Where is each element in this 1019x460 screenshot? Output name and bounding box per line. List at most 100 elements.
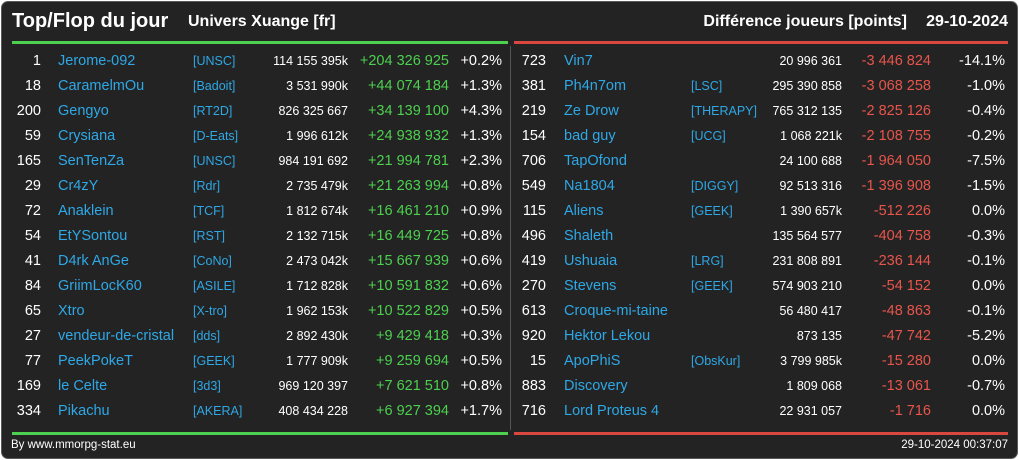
loser-row: 883 Discovery 1 809 068 -13 061 -0.7% xyxy=(514,374,1008,399)
player-name-link[interactable]: D4rk AnGe xyxy=(58,253,129,269)
guild-tag-link[interactable]: [RT2D] xyxy=(193,104,233,118)
player-name-link[interactable]: Cr4zY xyxy=(58,178,99,194)
player-name-link[interactable]: Stevens xyxy=(564,278,617,294)
guild-tag-link[interactable]: [GEEK] xyxy=(691,279,733,293)
gainer-row: 29 Cr4zY [Rdr] 2 735 479k +21 263 994 +0.8% xyxy=(12,174,508,199)
player-points: 1 390 657k xyxy=(780,204,842,218)
server-name: Univers Xuange [fr] xyxy=(188,13,336,30)
guild-tag-link[interactable]: [ObsKur] xyxy=(691,354,741,368)
player-name-link[interactable]: Xtro xyxy=(58,303,85,319)
points-difference: +10 522 829 xyxy=(367,303,449,319)
player-name-link[interactable]: Shaleth xyxy=(564,228,614,244)
rank: 115 xyxy=(522,203,546,219)
player-name-link[interactable]: Ushuaia xyxy=(564,253,618,269)
rank: 77 xyxy=(24,353,41,369)
percent-change: +1.3% xyxy=(460,128,502,144)
gainer-row: 334 Pikachu [AKERA] 408 434 228 +6 927 394 +1… xyxy=(12,399,508,424)
player-name-link[interactable]: Ph4n7om xyxy=(564,78,627,94)
source-credit: By www.mmorpg-stat.eu xyxy=(11,439,136,451)
player-name-link[interactable]: Jerome-092 xyxy=(58,53,136,69)
percent-change: -7.5% xyxy=(967,153,1005,169)
guild-tag-link[interactable]: [X-tro] xyxy=(193,304,228,318)
gainer-row: 1 Jerome-092 [UNSC] 114 155 395k +204 326 92… xyxy=(12,49,508,74)
gainer-row: 165 SenTenZa [UNSC] 984 191 692 +21 994 781 +… xyxy=(12,149,508,174)
percent-change: +1.3% xyxy=(460,78,502,94)
player-name-link[interactable]: Croque-mi-taine xyxy=(564,303,668,319)
flop-separator-bottom xyxy=(514,432,1008,435)
guild-tag-link[interactable]: [LSC] xyxy=(691,79,723,93)
percent-change: +0.6% xyxy=(460,253,502,269)
player-name-link[interactable]: bad guy xyxy=(564,128,616,144)
rank: 613 xyxy=(521,303,546,319)
guild-tag-link[interactable]: [D-Eats] xyxy=(193,129,239,143)
guild-tag-link[interactable]: [GEEK] xyxy=(193,354,235,368)
percent-change: 0.0% xyxy=(971,403,1005,419)
player-name-link[interactable]: Vin7 xyxy=(564,53,593,69)
player-points: 24 100 688 xyxy=(779,154,842,168)
player-name-link[interactable]: Pikachu xyxy=(58,403,110,419)
gainer-row: 77 PeekPokeT [GEEK] 1 777 909k +9 259 694 +0.… xyxy=(12,349,508,374)
guild-tag-link[interactable]: [UCG] xyxy=(691,129,726,143)
player-name-link[interactable]: Lord Proteus 4 xyxy=(564,403,660,419)
guild-tag-link[interactable]: [Badoit] xyxy=(193,79,236,93)
guild-tag-link[interactable]: [DIGGY] xyxy=(691,179,739,193)
guild-tag-link[interactable]: [CoNo] xyxy=(193,254,232,268)
player-name-link[interactable]: le Celte xyxy=(58,378,108,394)
guild-tag-link[interactable]: [UNSC] xyxy=(193,154,236,168)
points-difference: -2 825 126 xyxy=(861,103,931,119)
player-points: 92 513 316 xyxy=(779,179,842,193)
player-name-link[interactable]: Ze Drow xyxy=(564,103,619,119)
player-points: 826 325 667 xyxy=(278,104,348,118)
points-difference: +9 429 418 xyxy=(376,328,449,344)
loser-row: 270 Stevens [GEEK] 574 903 210 -54 152 0.0% xyxy=(514,274,1008,299)
points-difference: -1 716 xyxy=(889,403,931,419)
player-name-link[interactable]: Gengyo xyxy=(58,103,109,119)
player-name-link[interactable]: EtYSontou xyxy=(58,228,128,244)
percent-change: -0.4% xyxy=(967,103,1005,119)
guild-tag-link[interactable]: [TCF] xyxy=(193,204,225,218)
player-name-link[interactable]: Discovery xyxy=(564,378,628,394)
guild-tag-link[interactable]: [GEEK] xyxy=(691,204,733,218)
points-difference: +7 621 510 xyxy=(376,378,449,394)
player-points: 1 068 221k xyxy=(780,129,842,143)
top-losers-list: 723 Vin7 20 996 361 -3 446 824 -14.1% 381 Ph4n… xyxy=(514,49,1008,424)
player-name-link[interactable]: PeekPokeT xyxy=(58,353,133,369)
gainer-row: 200 Gengyo [RT2D] 826 325 667 +34 139 100 +4.… xyxy=(12,99,508,124)
percent-change: +0.8% xyxy=(460,378,502,394)
rank: 200 xyxy=(16,103,41,119)
points-difference: +16 449 725 xyxy=(367,228,449,244)
player-name-link[interactable]: vendeur-de-cristal xyxy=(58,328,175,344)
top-separator-bottom xyxy=(12,432,508,435)
loser-row: 716 Lord Proteus 4 22 931 057 -1 716 0.0% xyxy=(514,399,1008,424)
percent-change: -0.2% xyxy=(967,128,1005,144)
guild-tag-link[interactable]: [AKERA] xyxy=(193,404,243,418)
points-difference: +44 074 184 xyxy=(367,78,449,94)
player-name-link[interactable]: Na1804 xyxy=(564,178,615,194)
percent-change: +0.2% xyxy=(460,53,502,69)
guild-tag-link[interactable]: [UNSC] xyxy=(193,54,236,68)
player-name-link[interactable]: SenTenZa xyxy=(58,153,125,169)
percent-change: +0.8% xyxy=(460,178,502,194)
guild-tag-link[interactable]: [THERAPY] xyxy=(691,104,757,118)
gainer-row: 41 D4rk AnGe [CoNo] 2 473 042k +15 667 939 +0… xyxy=(12,249,508,274)
guild-tag-link[interactable]: [3d3] xyxy=(193,379,221,393)
guild-tag-link[interactable]: [ASILE] xyxy=(193,279,236,293)
player-points: 231 808 891 xyxy=(772,254,842,268)
guild-tag-link[interactable]: [Rdr] xyxy=(193,179,221,193)
guild-tag-link[interactable]: [LRG] xyxy=(691,254,724,268)
percent-change: -0.7% xyxy=(967,378,1005,394)
player-name-link[interactable]: Aliens xyxy=(564,203,604,219)
player-name-link[interactable]: Anaklein xyxy=(58,203,114,219)
player-name-link[interactable]: ApoPhiS xyxy=(564,353,621,369)
player-name-link[interactable]: TapOfond xyxy=(564,153,627,169)
player-name-link[interactable]: Crysiana xyxy=(58,128,116,144)
percent-change: +1.7% xyxy=(460,403,502,419)
player-name-link[interactable]: Hektor Lekou xyxy=(564,328,651,344)
player-name-link[interactable]: GriimLocK60 xyxy=(58,278,142,294)
points-difference: +10 591 832 xyxy=(367,278,449,294)
guild-tag-link[interactable]: [dds] xyxy=(193,329,221,343)
rank: 496 xyxy=(521,228,546,244)
points-difference: -13 061 xyxy=(881,378,931,394)
player-name-link[interactable]: CaramelmOu xyxy=(58,78,145,94)
guild-tag-link[interactable]: [RST] xyxy=(193,229,225,243)
